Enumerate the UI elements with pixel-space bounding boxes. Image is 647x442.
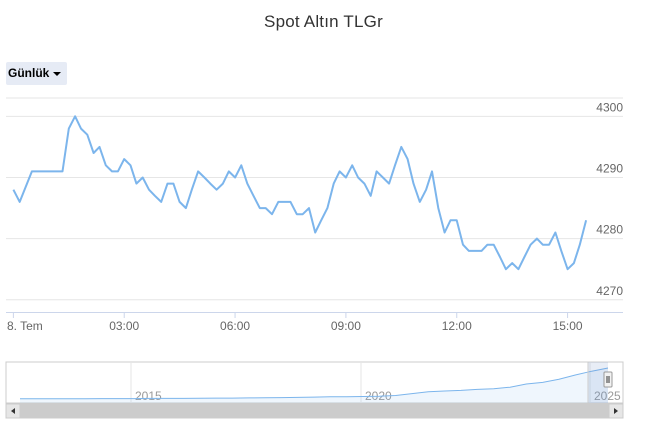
y-tick-label: 4290	[596, 161, 623, 175]
x-tick-label: 8. Tem	[7, 319, 43, 333]
navigator-year-label: 2015	[135, 389, 162, 403]
chart-title: Spot Altın TLGr	[264, 12, 383, 31]
y-tick-label: 4300	[596, 100, 623, 114]
y-tick-label: 4280	[596, 223, 623, 237]
navigator-area	[20, 368, 608, 403]
caret-down-icon	[53, 71, 62, 76]
navigator-year-label: 2025	[594, 389, 621, 403]
x-tick-label: 06:00	[220, 319, 250, 333]
navigator-line	[20, 367, 609, 400]
x-tick-label: 15:00	[553, 319, 583, 333]
price-series-line[interactable]	[12, 115, 588, 271]
navigator-selected-range	[588, 362, 608, 403]
scrollbar-thumb[interactable]	[20, 404, 609, 418]
navigator-frame	[5, 361, 624, 404]
navigator-handle[interactable]	[603, 371, 613, 388]
range-selector-label: Günlük	[8, 66, 50, 80]
y-tick-label: 4270	[596, 284, 623, 298]
arrow-right-icon	[614, 408, 618, 414]
arrow-left-icon	[11, 408, 15, 414]
range-selector-dropdown[interactable]: Günlük	[6, 62, 67, 85]
x-tick-label: 03:00	[109, 319, 139, 333]
x-tick-label: 09:00	[331, 319, 361, 333]
x-tick-label: 12:00	[442, 319, 472, 333]
